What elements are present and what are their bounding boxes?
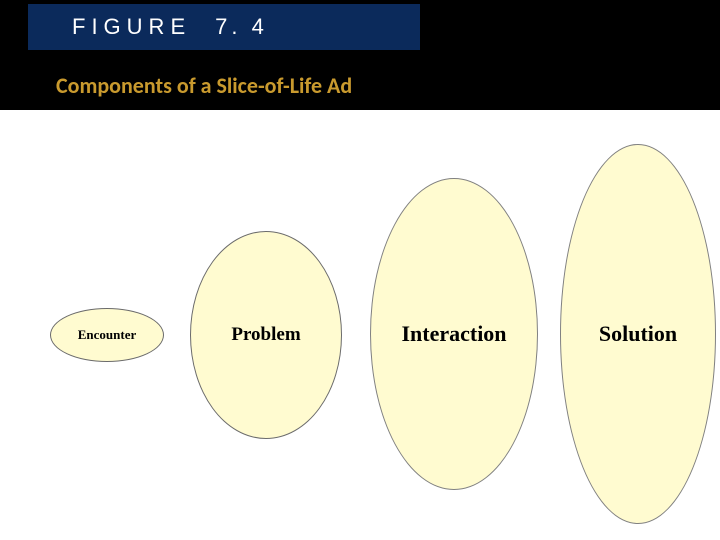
- figure-number: 7. 4: [215, 14, 268, 40]
- interaction-label: Interaction: [401, 321, 506, 347]
- solution-label: Solution: [599, 321, 677, 347]
- solution-ellipse: Solution: [560, 144, 716, 524]
- figure-label: FIGURE: [28, 14, 191, 40]
- encounter-ellipse: Encounter: [50, 308, 164, 362]
- encounter-label: Encounter: [78, 327, 137, 343]
- figure-banner: FIGURE 7. 4: [28, 4, 420, 50]
- interaction-ellipse: Interaction: [370, 178, 538, 490]
- slide-stage: FIGURE 7. 4 Components of a Slice-of-Lif…: [0, 0, 720, 540]
- slide-subtitle: Components of a Slice-of-Life Ad: [56, 72, 352, 99]
- problem-ellipse: Problem: [190, 231, 342, 439]
- problem-label: Problem: [231, 324, 300, 346]
